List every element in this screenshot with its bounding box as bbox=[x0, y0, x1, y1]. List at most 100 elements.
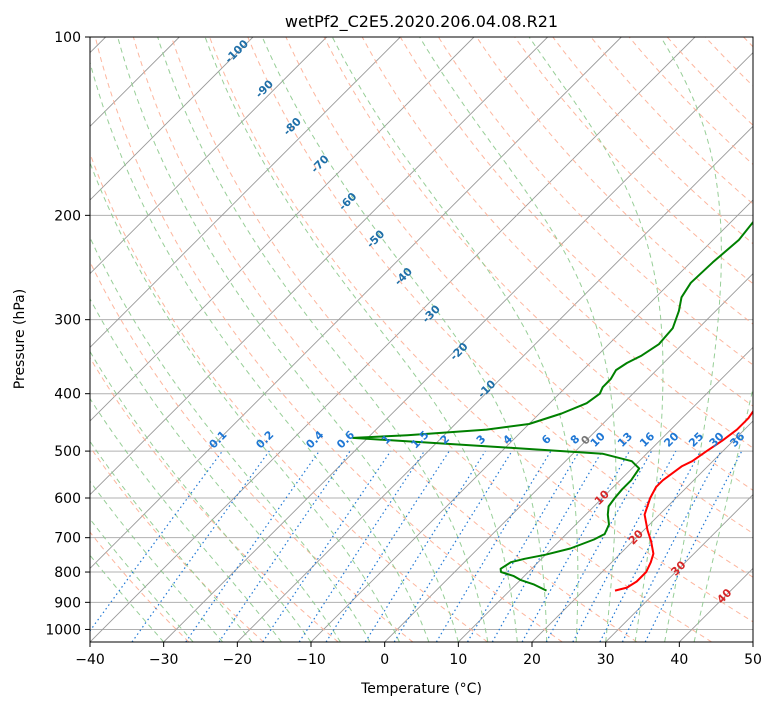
moist-adiabat-line bbox=[261, 37, 548, 642]
dry-adiabat-line bbox=[590, 37, 753, 205]
mixing-ratio-label: 8 bbox=[568, 432, 583, 447]
mixing-ratio-line bbox=[545, 450, 653, 642]
background-lines bbox=[90, 37, 753, 642]
mixing-ratio-line bbox=[435, 450, 552, 642]
x-tick-label: 20 bbox=[523, 652, 541, 668]
isotherm-line bbox=[90, 37, 401, 348]
mixing-ratio-label: 1.5 bbox=[409, 428, 432, 451]
isotherm-line bbox=[90, 37, 548, 496]
y-tick-label: 300 bbox=[54, 313, 81, 329]
dry-adiabat-line bbox=[90, 260, 414, 642]
dry-adiabat-line bbox=[209, 37, 753, 623]
dry-adiabat-label: -100 bbox=[222, 37, 251, 66]
y-tick-label: 500 bbox=[54, 444, 81, 460]
dry-adiabat-line bbox=[90, 446, 264, 642]
moist-adiabat-line bbox=[90, 480, 223, 642]
isotherm-line bbox=[679, 567, 753, 642]
y-tick-label: 700 bbox=[54, 531, 81, 547]
dry-adiabat-line bbox=[743, 37, 753, 48]
isotherm-line bbox=[90, 37, 327, 275]
mixing-ratio-label: 0.4 bbox=[303, 428, 326, 451]
axes: −40 −30 −20 −10 0 10 20 30 40 5010020030040050060… bbox=[45, 30, 762, 668]
moist-adiabat-line bbox=[660, 37, 722, 642]
x-tick-label: −10 bbox=[296, 652, 326, 668]
dry-adiabat-line bbox=[476, 37, 753, 325]
y-tick-label: 200 bbox=[54, 208, 81, 224]
dry-adiabat-line bbox=[437, 37, 753, 366]
mixing-ratio-line bbox=[466, 450, 580, 642]
data-series bbox=[352, 220, 753, 592]
isotherm-line bbox=[237, 125, 753, 642]
dry-adiabat-line bbox=[399, 37, 753, 407]
moist-adiabat-line bbox=[90, 350, 312, 642]
mixing-ratio-label: 6 bbox=[539, 432, 554, 447]
mixing-ratio-line bbox=[262, 450, 392, 642]
mixing-ratio-line bbox=[185, 450, 320, 642]
dry-adiabat-line bbox=[94, 37, 563, 642]
y-tick-label: 900 bbox=[54, 595, 81, 611]
dry-adiabat-line bbox=[132, 37, 638, 642]
dry-adiabat-label: -60 bbox=[336, 190, 359, 213]
dry-adiabat-line bbox=[171, 37, 712, 642]
dry-adiabat-line bbox=[90, 152, 488, 642]
mixing-ratio-label: 13 bbox=[615, 430, 635, 450]
dry-adiabat-label: -80 bbox=[281, 115, 304, 138]
mixing-ratio-label: 10 bbox=[588, 429, 608, 449]
isotherm-line bbox=[605, 494, 753, 642]
dry-adiabat-line bbox=[666, 37, 753, 126]
isotherm-label: 40 bbox=[714, 586, 734, 606]
moist-adiabat-line bbox=[90, 60, 430, 642]
moist-adiabat-line bbox=[90, 518, 194, 642]
isotherm-line bbox=[163, 52, 753, 642]
mixing-ratio-line bbox=[325, 450, 450, 642]
x-tick-label: −30 bbox=[149, 652, 179, 668]
mixing-ratio-line bbox=[491, 450, 603, 642]
isotherm-label: 20 bbox=[626, 527, 646, 547]
mixing-ratio-label: 30 bbox=[707, 429, 727, 449]
moist-adiabat-line bbox=[90, 297, 341, 642]
x-tick-label: 40 bbox=[670, 652, 688, 668]
mixing-ratio-label: 0.6 bbox=[334, 428, 357, 451]
x-tick-label: 0 bbox=[380, 652, 389, 668]
moist-adiabat-line bbox=[331, 37, 579, 642]
mixing-ratio-line bbox=[90, 450, 223, 632]
moist-adiabat-line bbox=[90, 161, 400, 642]
x-tick-label: 30 bbox=[597, 652, 615, 668]
isotherm-line bbox=[531, 420, 753, 642]
dry-adiabat-label: -20 bbox=[447, 340, 470, 363]
isotherm-line bbox=[90, 37, 696, 642]
x-axis-label: Temperature (°C) bbox=[360, 681, 482, 697]
mixing-ratio-line bbox=[599, 450, 702, 642]
dry-adiabat-label: -50 bbox=[364, 227, 387, 250]
dewpoint-line bbox=[352, 220, 753, 592]
mixing-ratio-line bbox=[298, 450, 425, 642]
isotherm-line bbox=[458, 346, 753, 642]
dry-adiabat-label: -30 bbox=[420, 302, 443, 325]
dry-adiabat-line bbox=[285, 37, 753, 535]
isotherm-line bbox=[90, 37, 254, 201]
temperature-line bbox=[614, 409, 753, 592]
moist-adiabat-line bbox=[693, 386, 753, 642]
x-tick-label: 10 bbox=[449, 652, 467, 668]
dry-adiabat-line bbox=[514, 37, 753, 285]
isotherm-line bbox=[90, 37, 622, 569]
isotherm-line bbox=[384, 273, 753, 642]
dry-adiabat-label: -40 bbox=[392, 265, 415, 288]
moist-adiabat-line bbox=[528, 37, 664, 642]
y-tick-label: 100 bbox=[54, 30, 81, 46]
mixing-ratio-line bbox=[572, 450, 677, 642]
y-tick-label: 400 bbox=[54, 387, 81, 403]
mixing-ratio-line bbox=[644, 450, 743, 642]
dry-adiabat-line bbox=[247, 37, 753, 578]
y-tick-label: 1000 bbox=[45, 622, 81, 638]
dry-adiabat-label: -90 bbox=[253, 77, 276, 100]
y-axis-label: Pressure (hPa) bbox=[12, 289, 28, 389]
moist-adiabat-line bbox=[204, 37, 518, 642]
mixing-ratio-label: 16 bbox=[637, 429, 657, 449]
moist-adiabat-line bbox=[419, 37, 617, 642]
mixing-ratio-label: 20 bbox=[661, 429, 681, 449]
mixing-ratio-line bbox=[364, 450, 486, 642]
moist-adiabat-line bbox=[90, 440, 253, 642]
dry-adiabat-line bbox=[361, 37, 753, 449]
